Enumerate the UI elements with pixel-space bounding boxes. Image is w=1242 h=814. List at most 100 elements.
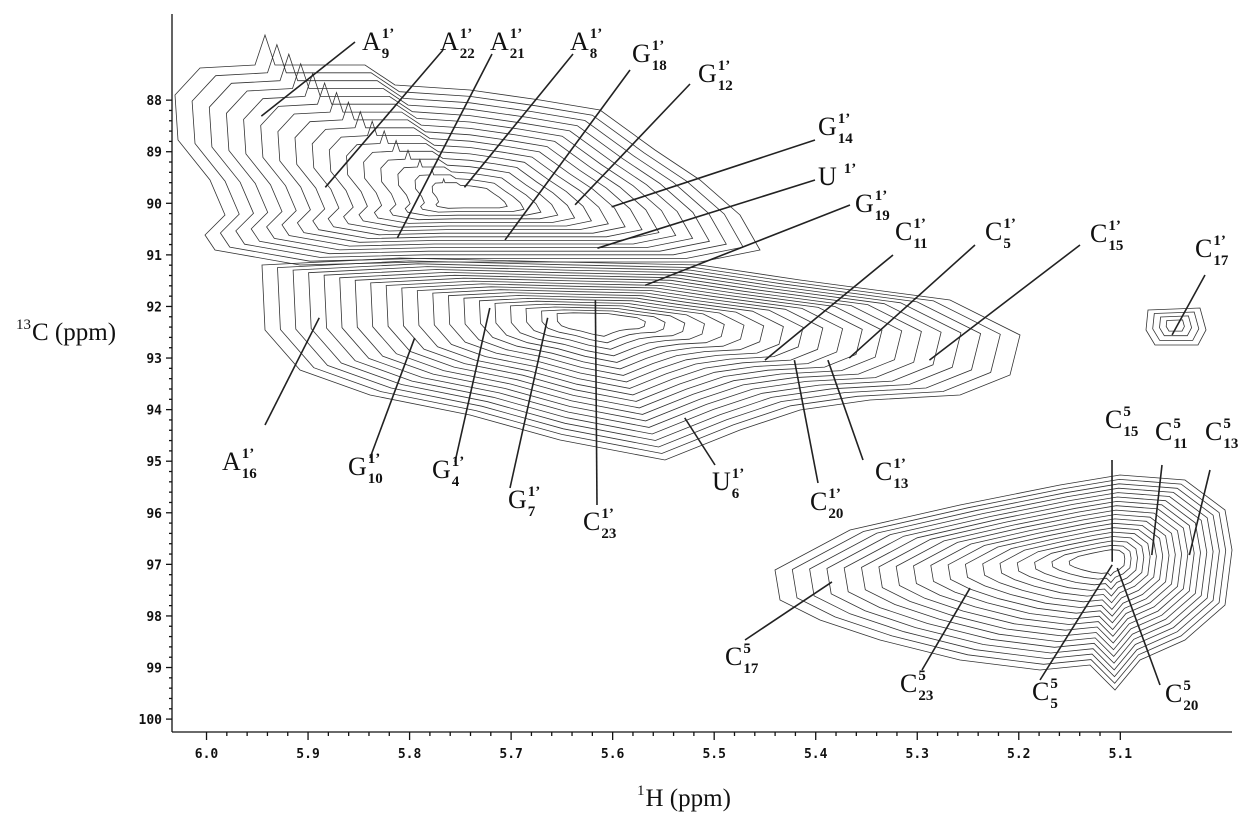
peak-label-sub: 23	[918, 688, 933, 704]
contour	[826, 487, 1214, 671]
contour	[311, 110, 626, 236]
leader-line	[1116, 567, 1161, 686]
peak-label-sub: 23	[601, 526, 616, 542]
contour	[308, 266, 962, 441]
contour	[277, 260, 1001, 454]
axis-title: H (ppm)	[646, 785, 731, 812]
leader-line	[1039, 564, 1113, 681]
y-tick-label: 97	[146, 558, 162, 573]
leader-line	[463, 53, 574, 188]
peak-label-sub: 16	[242, 466, 258, 482]
y-tick-label: 95	[146, 455, 162, 470]
peak-label-sub: 12	[718, 78, 733, 94]
contour	[1159, 315, 1193, 337]
peak-label-sub: 19	[875, 208, 890, 224]
peak-label: C	[1090, 219, 1107, 248]
contour	[1051, 544, 1132, 584]
leader-line	[454, 307, 491, 463]
contour	[416, 286, 824, 396]
contour	[191, 43, 744, 262]
peak-label-sub: 20	[1183, 698, 1198, 714]
x-tick-label: 5.1	[1109, 747, 1133, 762]
contour	[354, 274, 903, 422]
contour	[478, 297, 745, 370]
contour	[1034, 540, 1138, 590]
peak-label-sub: 9	[382, 46, 390, 62]
peak-label-sub: 5	[1050, 696, 1058, 712]
contour	[328, 120, 609, 232]
peak-label-sup: 1’	[1213, 233, 1226, 249]
peak-label-sup: 1’	[601, 506, 614, 522]
peak-label-sup: 1’	[875, 188, 888, 204]
leader-line	[1188, 469, 1211, 556]
contour	[1165, 319, 1185, 332]
contour	[431, 177, 508, 209]
y-tick-label: 88	[146, 94, 162, 109]
peak-label: C	[583, 507, 600, 536]
y-tick-label: 90	[146, 197, 162, 212]
peak-label-sub: 20	[828, 506, 843, 522]
peak-label-sup: 1’	[732, 466, 745, 482]
axis-title-sup: 13	[16, 317, 31, 333]
contour	[323, 269, 942, 435]
peak-label: C	[1155, 417, 1172, 446]
contour	[174, 33, 761, 266]
contour	[339, 271, 922, 428]
peak-label: A	[570, 27, 589, 56]
y-tick-label: 93	[146, 352, 162, 367]
y-tick-label: 91	[146, 249, 162, 264]
contour	[999, 531, 1151, 604]
peak-label-sub: 17	[743, 661, 759, 677]
peak-label-sup: 1’	[1003, 216, 1016, 232]
axis-title: C (ppm)	[32, 319, 116, 346]
peak-label-sup: 1’	[652, 38, 665, 54]
contour	[261, 257, 1021, 461]
leader-line	[1150, 464, 1163, 556]
y-tick-label: 92	[146, 300, 162, 315]
contour	[294, 100, 643, 240]
peak-label-sup: 5	[1123, 404, 1131, 420]
contour	[370, 277, 883, 415]
peak-label-sub: 14	[838, 131, 854, 147]
contour	[1152, 311, 1200, 341]
contour	[397, 158, 542, 217]
peak-label-sup: 5	[743, 641, 751, 657]
peak-label: U	[712, 467, 731, 496]
peak-label-sup: 5	[1223, 416, 1231, 432]
leader-line	[928, 244, 1081, 361]
contour	[809, 483, 1220, 678]
peak-label-sub: 6	[732, 486, 740, 502]
contour	[494, 300, 725, 363]
y-tick-label: 100	[139, 713, 163, 728]
contour	[913, 509, 1183, 637]
peak-label-sub: 11	[1173, 436, 1187, 452]
leader-line	[324, 49, 444, 188]
peak-label-sub: 15	[1123, 424, 1138, 440]
peak-label-sup: 1’	[1108, 218, 1121, 234]
leader-line	[504, 69, 631, 241]
peak-label-sup: 1’	[382, 26, 395, 42]
peak-label-sup: 1’	[242, 446, 255, 462]
peak-label: G	[348, 452, 367, 481]
leader-line	[264, 317, 320, 426]
peak-label-sup: 1’	[838, 111, 851, 127]
contour	[447, 292, 784, 383]
y-tick-label: 99	[146, 662, 162, 677]
peak-label-sup: 5	[1173, 416, 1181, 432]
contour	[292, 263, 982, 448]
contour	[277, 91, 660, 243]
y-tick-label: 89	[146, 146, 162, 161]
x-tick-label: 5.2	[1007, 747, 1030, 762]
peak-label-sup: 1’	[460, 26, 473, 42]
x-tick-label: 5.3	[906, 747, 929, 762]
contour	[1016, 536, 1145, 597]
peak-label: C	[1195, 234, 1212, 263]
leader-line	[921, 587, 971, 671]
peak-label: C	[895, 217, 912, 246]
peak-label-sup: 1’	[510, 26, 523, 42]
leader-line	[793, 359, 819, 484]
leader-line	[574, 83, 691, 206]
peak-label-sub: 18	[652, 58, 667, 74]
x-tick-label: 5.9	[296, 747, 319, 762]
